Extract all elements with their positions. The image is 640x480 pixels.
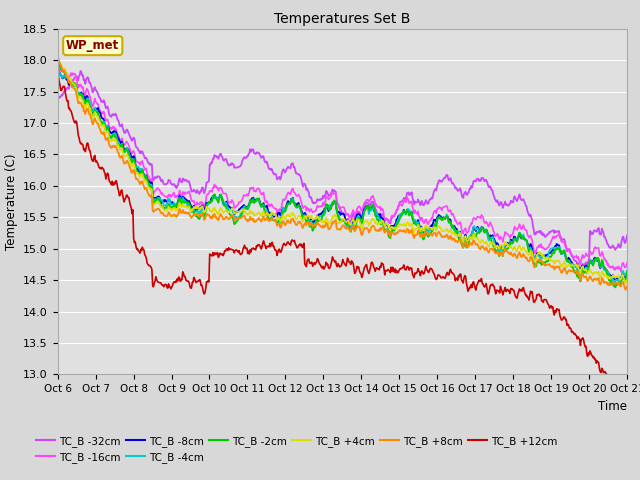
TC_B -8cm xyxy=(623,268,631,274)
TC_B +12cm xyxy=(412,271,419,276)
TC_B +4cm xyxy=(54,54,61,60)
TC_B -4cm xyxy=(428,228,436,234)
Line: TC_B -4cm: TC_B -4cm xyxy=(58,67,627,282)
TC_B -16cm xyxy=(123,139,131,144)
TC_B -4cm xyxy=(180,199,188,204)
TC_B +8cm xyxy=(211,211,218,217)
TC_B -16cm xyxy=(623,260,631,265)
TC_B -8cm xyxy=(123,145,131,151)
TC_B -2cm xyxy=(123,146,131,152)
TC_B -16cm xyxy=(211,181,218,187)
TC_B -32cm xyxy=(577,269,584,275)
TC_B +4cm xyxy=(428,227,436,233)
TC_B -8cm xyxy=(180,195,188,201)
Line: TC_B +12cm: TC_B +12cm xyxy=(58,70,627,387)
Text: WP_met: WP_met xyxy=(66,39,120,52)
Line: TC_B -8cm: TC_B -8cm xyxy=(58,70,627,280)
TC_B +12cm xyxy=(54,67,61,72)
TC_B +12cm xyxy=(623,384,631,390)
TC_B +4cm xyxy=(180,204,188,210)
TC_B -32cm xyxy=(124,127,131,132)
Y-axis label: Temperature (C): Temperature (C) xyxy=(4,153,17,250)
Line: TC_B -16cm: TC_B -16cm xyxy=(58,67,627,272)
TC_B +12cm xyxy=(64,98,72,104)
TC_B +4cm xyxy=(64,72,72,78)
TC_B -2cm xyxy=(428,228,436,234)
TC_B -8cm xyxy=(611,277,619,283)
TC_B +8cm xyxy=(428,233,436,239)
TC_B +8cm xyxy=(412,232,419,238)
TC_B -16cm xyxy=(412,209,419,215)
TC_B -2cm xyxy=(64,74,72,80)
TC_B +8cm xyxy=(123,158,131,164)
TC_B +8cm xyxy=(180,210,188,216)
Line: TC_B +8cm: TC_B +8cm xyxy=(58,57,627,290)
TC_B +12cm xyxy=(180,274,188,279)
TC_B +8cm xyxy=(64,75,72,81)
TC_B +8cm xyxy=(622,287,630,293)
TC_B -32cm xyxy=(54,95,61,101)
TC_B -8cm xyxy=(54,67,61,72)
TC_B -16cm xyxy=(428,216,436,221)
Legend: TC_B -32cm, TC_B -16cm, TC_B -8cm, TC_B -4cm, TC_B -2cm, TC_B +4cm, TC_B +8cm, T: TC_B -32cm, TC_B -16cm, TC_B -8cm, TC_B … xyxy=(33,432,561,467)
X-axis label: Time: Time xyxy=(598,400,627,413)
TC_B -8cm xyxy=(428,223,436,229)
TC_B +12cm xyxy=(123,192,131,198)
TC_B -2cm xyxy=(412,221,419,227)
TC_B -16cm xyxy=(54,64,61,70)
TC_B +4cm xyxy=(622,281,630,287)
TC_B +4cm xyxy=(123,152,131,158)
TC_B +4cm xyxy=(412,227,419,232)
Title: Temperatures Set B: Temperatures Set B xyxy=(274,12,411,26)
TC_B +12cm xyxy=(428,267,436,273)
TC_B +12cm xyxy=(614,384,621,390)
TC_B -8cm xyxy=(412,218,419,224)
Line: TC_B -2cm: TC_B -2cm xyxy=(58,60,627,288)
TC_B -4cm xyxy=(623,268,631,274)
TC_B -8cm xyxy=(211,192,218,197)
TC_B -4cm xyxy=(123,144,131,150)
TC_B -32cm xyxy=(429,192,437,198)
TC_B -4cm xyxy=(64,74,72,80)
TC_B -32cm xyxy=(64,84,72,90)
TC_B -32cm xyxy=(413,200,420,205)
TC_B +8cm xyxy=(54,54,61,60)
Line: TC_B +4cm: TC_B +4cm xyxy=(58,57,627,284)
TC_B +12cm xyxy=(211,250,218,256)
TC_B -4cm xyxy=(611,279,619,285)
TC_B -2cm xyxy=(54,57,61,63)
TC_B +4cm xyxy=(623,277,631,283)
TC_B +4cm xyxy=(211,204,218,210)
TC_B -2cm xyxy=(180,200,188,206)
TC_B -2cm xyxy=(611,285,619,290)
TC_B -32cm xyxy=(77,68,84,74)
TC_B -16cm xyxy=(617,269,625,275)
TC_B -2cm xyxy=(211,192,218,197)
TC_B -16cm xyxy=(64,72,72,78)
TC_B -4cm xyxy=(211,192,218,198)
TC_B -4cm xyxy=(54,64,61,70)
TC_B -2cm xyxy=(623,270,631,276)
Line: TC_B -32cm: TC_B -32cm xyxy=(58,71,627,272)
TC_B -16cm xyxy=(180,192,188,197)
TC_B +8cm xyxy=(623,283,631,289)
TC_B -32cm xyxy=(181,177,189,182)
TC_B -32cm xyxy=(623,232,631,238)
TC_B -8cm xyxy=(64,78,72,84)
TC_B -4cm xyxy=(412,217,419,223)
TC_B -32cm xyxy=(211,154,219,159)
